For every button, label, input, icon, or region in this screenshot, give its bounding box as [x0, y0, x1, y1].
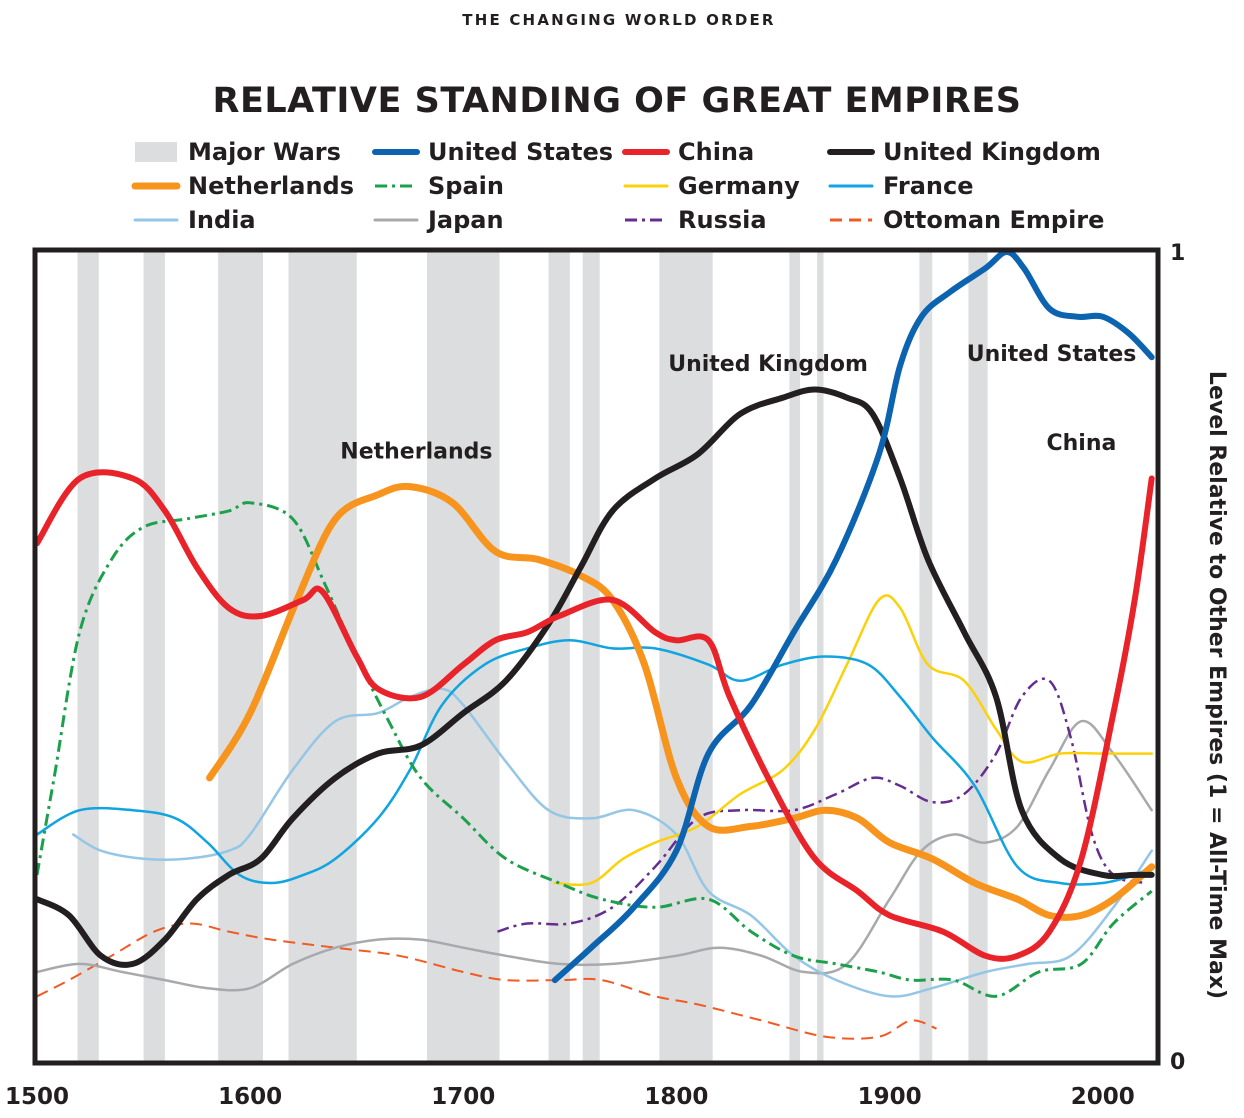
plot-frame: [32, 247, 1161, 1066]
x-axis: 1500 1600 1700 1800 1900 2000: [5, 1084, 1135, 1110]
x-tick-label: 1900: [858, 1084, 922, 1110]
annotation-label: Netherlands: [340, 439, 492, 464]
series-line-india: [71, 687, 1153, 998]
legend-label: Japan: [426, 206, 504, 234]
legend-item-spain: Spain: [375, 172, 504, 200]
series-line-france: [35, 639, 1153, 886]
x-tick-label: 1600: [218, 1084, 282, 1110]
legend-item-china: China: [622, 138, 754, 166]
legend-item-japan: Japan: [373, 206, 504, 234]
legend-swatch: [135, 142, 177, 162]
legend-item-us: United States: [372, 138, 613, 166]
legend-label: Netherlands: [188, 172, 354, 200]
legend-item-uk: United Kingdom: [827, 138, 1101, 166]
legend-label: Germany: [678, 172, 800, 200]
x-tick-label: 2000: [1071, 1084, 1135, 1110]
legend-label: China: [678, 138, 754, 166]
x-tick-label: 1700: [431, 1084, 495, 1110]
war-band: [582, 252, 600, 1061]
series-line-netherlands: [206, 482, 1156, 921]
x-tick-label: 1800: [644, 1084, 708, 1110]
war-band: [288, 252, 357, 1061]
legend: Major Wars United States China United Kingd…: [131, 138, 1104, 234]
series-lines: [34, 249, 1156, 1040]
war-band: [218, 252, 263, 1061]
series-line-us: [551, 249, 1155, 984]
series-line-japan: [35, 719, 1153, 992]
y-tick-label: 0: [1170, 1050, 1185, 1075]
y-tick-label: 1: [1170, 241, 1185, 266]
legend-label: United Kingdom: [883, 138, 1101, 166]
series-line-spain: [35, 501, 1153, 998]
plot-area: Netherlands United Kingdom United States Ch…: [32, 247, 1161, 1066]
x-tick-label: 1500: [5, 1084, 69, 1110]
legend-label: France: [883, 172, 973, 200]
series-annotations: Netherlands United Kingdom United States Ch…: [340, 342, 1136, 464]
legend-item-wars: Major Wars: [135, 138, 341, 166]
legend-label: Russia: [678, 206, 767, 234]
series-line-china: [34, 469, 1155, 962]
series-line-uk: [34, 386, 1155, 968]
annotation-label: United Kingdom: [668, 352, 868, 377]
legend-item-russia: Russia: [625, 206, 767, 234]
legend-label: Spain: [428, 172, 504, 200]
war-band: [77, 252, 99, 1061]
major-war-bands: [77, 252, 988, 1061]
chart-title: RELATIVE STANDING OF GREAT EMPIRES: [213, 81, 1022, 121]
y-axis: 01: [1170, 241, 1185, 1075]
war-band: [548, 252, 570, 1061]
legend-item-ottoman: Ottoman Empire: [830, 206, 1104, 234]
legend-label: India: [188, 206, 256, 234]
series-line-ottoman: [36, 922, 937, 1040]
legend-item-netherlands: Netherlands: [131, 172, 354, 200]
war-band: [427, 252, 500, 1061]
chart-supertitle: THE CHANGING WORLD ORDER: [462, 11, 775, 29]
legend-label: Ottoman Empire: [883, 206, 1104, 234]
series-line-germany: [553, 594, 1153, 887]
legend-label: United States: [428, 138, 613, 166]
legend-item-germany: Germany: [623, 172, 800, 200]
legend-item-india: India: [133, 206, 256, 234]
legend-item-france: France: [828, 172, 973, 200]
annotation-label: China: [1046, 431, 1116, 456]
war-band: [789, 252, 801, 1061]
legend-label: Major Wars: [188, 138, 341, 166]
annotation-label: United States: [967, 342, 1137, 367]
y-axis-label: Level Relative to Other Empires (1 = All…: [1204, 371, 1229, 999]
